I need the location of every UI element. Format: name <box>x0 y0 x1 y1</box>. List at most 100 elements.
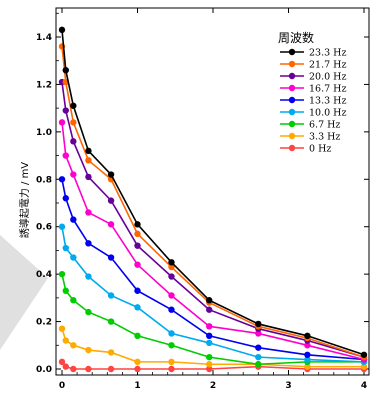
data-point <box>70 297 77 304</box>
series-16_7-Hz <box>58 119 368 363</box>
series-line <box>61 179 365 361</box>
series-23_3-Hz <box>58 26 368 358</box>
data-point <box>58 26 66 34</box>
legend-item: 21.7 Hz <box>280 60 346 71</box>
legend-item: 16.7 Hz <box>280 84 346 95</box>
data-point <box>62 107 69 114</box>
x-tick-label: 3 <box>285 381 291 391</box>
data-point <box>107 221 115 228</box>
data-point <box>134 230 141 238</box>
data-point <box>70 102 77 109</box>
y-tick-label: 1.4 <box>36 33 52 43</box>
data-point <box>70 365 77 373</box>
data-point <box>134 332 141 339</box>
legend-marker <box>288 96 296 104</box>
data-point <box>134 365 141 373</box>
data-point <box>58 325 66 332</box>
data-point <box>62 363 69 370</box>
data-point <box>168 292 175 299</box>
legend-item: 20.0 Hz <box>280 72 346 83</box>
data-point <box>168 365 175 373</box>
data-point <box>62 287 69 294</box>
data-point <box>168 263 175 271</box>
data-point <box>85 273 92 280</box>
data-point <box>70 138 77 145</box>
series-3_3-Hz <box>58 325 368 370</box>
data-point <box>304 363 311 370</box>
x-tick-label: 2 <box>210 381 216 391</box>
legend-label: 16.7 Hz <box>309 84 346 95</box>
data-point <box>304 332 311 339</box>
data-point <box>58 119 66 126</box>
data-point <box>134 358 141 366</box>
x-tick-label: 1 <box>134 381 140 391</box>
series-group <box>58 26 368 373</box>
data-point <box>134 304 141 311</box>
legend-marker <box>288 132 296 140</box>
data-point <box>304 351 311 358</box>
data-point <box>107 254 115 261</box>
data-point <box>134 242 141 249</box>
y-tick-label: 0.2 <box>36 318 52 328</box>
data-point <box>85 173 92 181</box>
data-point <box>85 346 92 354</box>
data-point <box>168 273 175 280</box>
legend-marker <box>288 84 296 92</box>
data-point <box>70 216 77 223</box>
legend-item: 13.3 Hz <box>280 96 346 107</box>
data-point <box>360 351 368 358</box>
legend-item: 3.3 Hz <box>280 132 340 143</box>
data-point <box>58 223 66 230</box>
data-point <box>107 197 115 204</box>
legend-label: 13.3 Hz <box>309 96 346 107</box>
legend-label: 0 Hz <box>309 144 331 155</box>
data-point <box>255 330 262 337</box>
data-point <box>168 259 175 266</box>
data-point <box>206 332 213 339</box>
data-point <box>168 306 175 313</box>
data-point <box>255 361 262 368</box>
legend-marker <box>288 144 296 152</box>
data-point <box>70 254 77 261</box>
data-point <box>206 361 213 368</box>
data-point <box>360 363 368 370</box>
y-tick-label: 0.6 <box>36 223 52 233</box>
data-point <box>85 365 92 373</box>
data-point <box>62 67 69 74</box>
data-point <box>62 152 69 159</box>
data-point <box>134 261 141 268</box>
legend-marker <box>288 108 296 116</box>
legend-item: 23.3 Hz <box>280 48 346 59</box>
x-tick-label: 4 <box>361 381 367 391</box>
data-point <box>304 342 311 349</box>
data-point <box>85 240 92 247</box>
data-point <box>206 339 213 347</box>
data-point <box>206 306 213 313</box>
legend-label: 10.0 Hz <box>309 108 346 119</box>
data-point <box>168 342 175 349</box>
background-arrow-shape <box>0 235 48 350</box>
data-point <box>107 318 115 325</box>
data-point <box>206 323 213 330</box>
y-tick-label: 1.2 <box>36 80 52 90</box>
series-line <box>61 122 365 361</box>
data-point <box>85 308 92 316</box>
legend-label: 20.0 Hz <box>309 72 346 83</box>
data-point <box>85 157 92 164</box>
data-point <box>134 287 141 294</box>
y-tick-label: 0.8 <box>36 175 52 185</box>
data-point <box>62 244 69 252</box>
y-tick-label: 0.4 <box>36 270 52 280</box>
data-point <box>206 353 213 361</box>
y-tick-label: 1.0 <box>36 128 52 138</box>
data-point <box>304 356 311 363</box>
data-point <box>85 209 92 216</box>
series-line <box>61 273 364 366</box>
data-point <box>107 171 115 178</box>
data-point <box>58 270 66 278</box>
series-line <box>61 361 364 370</box>
series-13_3-Hz <box>58 176 368 363</box>
legend-item: 6.7 Hz <box>280 120 340 131</box>
legend-label: 6.7 Hz <box>309 120 340 131</box>
